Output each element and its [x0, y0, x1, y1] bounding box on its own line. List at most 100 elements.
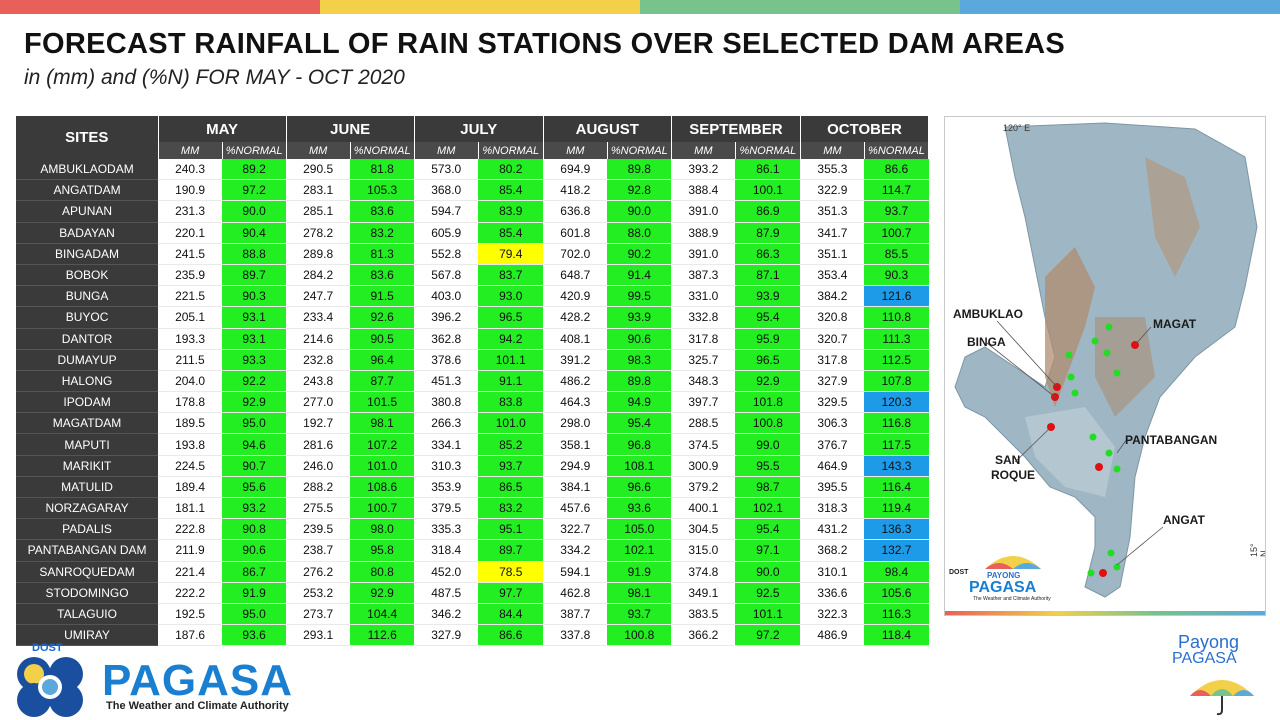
- mm-value-cell: 290.5: [286, 159, 351, 181]
- table-row: ANGATDAM 190.9 97.2 283.1 105.3 368.0 85.4 418.…: [16, 179, 929, 202]
- site-name-cell: BADAYAN: [16, 222, 159, 244]
- pct-normal-cell: 112.5: [864, 349, 929, 371]
- mm-value-cell: 193.3: [158, 328, 223, 350]
- table-body: AMBUKLAODAM 240.3 89.2 290.5 81.8 573.0 80.2 69…: [16, 159, 929, 647]
- mm-value-cell: 387.3: [671, 264, 736, 287]
- mm-value-cell: 310.3: [414, 455, 479, 477]
- pct-normal-cell: 93.7: [864, 200, 929, 223]
- pct-normal-cell: 96.5: [478, 306, 544, 329]
- pct-normal-cell: 100.1: [735, 179, 801, 202]
- pct-normal-cell: 101.8: [735, 391, 801, 414]
- pct-normal-cell: 83.9: [478, 200, 544, 223]
- mm-value-cell: 317.8: [671, 328, 736, 350]
- mm-value-cell: 233.4: [286, 306, 351, 329]
- table-row: NORZAGARAY 181.1 93.2 275.5 100.7 379.5 83.2 45…: [16, 497, 929, 520]
- pct-normal-cell: 90.0: [607, 200, 672, 223]
- mm-value-cell: 235.9: [158, 264, 223, 287]
- mm-value-cell: 486.9: [800, 624, 865, 647]
- mm-value-cell: 239.5: [286, 518, 351, 541]
- pct-normal-cell: 95.6: [222, 476, 287, 499]
- inset-tagline: The Weather and Climate Authority: [973, 596, 1051, 602]
- mm-value-cell: 391.2: [543, 349, 608, 371]
- site-name-cell: AMBUKLAODAM: [16, 159, 159, 181]
- mm-value-cell: 178.8: [158, 391, 223, 414]
- mm-value-cell: 320.7: [800, 328, 865, 350]
- pct-normal-cell: 100.7: [350, 497, 415, 520]
- mm-value-cell: 396.2: [414, 306, 479, 329]
- table-row: MATULID 189.4 95.6 288.2 108.6 353.9 86.5 384.1…: [16, 476, 929, 499]
- site-name-cell: SANROQUEDAM: [16, 561, 159, 583]
- table-row: AMBUKLAODAM 240.3 89.2 290.5 81.8 573.0 80.2 69…: [16, 159, 929, 181]
- site-name-cell: MATULID: [16, 476, 159, 499]
- mm-value-cell: 391.0: [671, 243, 736, 265]
- month-header: JUNE: [286, 116, 415, 142]
- site-name-cell: TALAGUIO: [16, 603, 159, 626]
- top-bar-blue: [960, 0, 1280, 14]
- mm-value-cell: 317.8: [800, 349, 865, 371]
- site-name-cell: MAGATDAM: [16, 412, 159, 435]
- pct-normal-cell: 93.3: [222, 349, 287, 371]
- mm-subheader: MM: [414, 142, 479, 159]
- mm-value-cell: 383.5: [671, 603, 736, 626]
- pagasa-emblem-icon: [17, 657, 83, 717]
- latitude-label: 15° N: [1249, 543, 1265, 557]
- pct-normal-cell: 98.0: [350, 518, 415, 541]
- mm-value-cell: 358.1: [543, 433, 608, 456]
- pct-normal-cell: 105.3: [350, 179, 415, 202]
- dost-pagasa-logo: DOST PAGASA The Weather and Climate Auth…: [14, 642, 314, 717]
- mm-value-cell: 187.6: [158, 624, 223, 647]
- mm-value-cell: 288.5: [671, 412, 736, 435]
- pct-normal-cell: 91.1: [478, 370, 544, 393]
- mm-value-cell: 334.1: [414, 433, 479, 456]
- payong-pagasa-logo: Payong PAGASA: [1168, 632, 1276, 716]
- pct-normal-cell: 112.6: [350, 624, 415, 647]
- mm-subheader: MM: [671, 142, 736, 159]
- mm-value-cell: 329.5: [800, 391, 865, 414]
- pct-normal-cell: 107.2: [350, 433, 415, 456]
- pct-normal-cell: 83.2: [350, 222, 415, 244]
- pct-normal-cell: 110.8: [864, 306, 929, 329]
- mm-value-cell: 315.0: [671, 539, 736, 562]
- top-bar-red: [0, 0, 320, 14]
- pct-normal-cell: 96.6: [607, 476, 672, 499]
- mm-value-cell: 374.5: [671, 433, 736, 456]
- mm-value-cell: 420.9: [543, 285, 608, 308]
- pct-normal-cell: 95.9: [735, 328, 801, 350]
- mm-value-cell: 222.2: [158, 582, 223, 604]
- pct-normal-cell: 94.6: [222, 433, 287, 456]
- mm-value-cell: 275.5: [286, 497, 351, 520]
- mm-value-cell: 232.8: [286, 349, 351, 371]
- pct-normal-cell: 92.9: [222, 391, 287, 414]
- pct-normal-cell: 92.9: [735, 370, 801, 393]
- pct-normal-cell: 86.5: [478, 476, 544, 499]
- table-row: BADAYAN 220.1 90.4 278.2 83.2 605.9 85.4 601.8 8…: [16, 222, 929, 244]
- mm-value-cell: 331.0: [671, 285, 736, 308]
- site-name-cell: PADALIS: [16, 518, 159, 541]
- mm-value-cell: 368.2: [800, 539, 865, 562]
- pct-normal-cell: 89.2: [222, 159, 287, 181]
- top-color-bar: [0, 0, 1280, 14]
- mm-value-cell: 462.8: [543, 582, 608, 604]
- mm-value-cell: 278.2: [286, 222, 351, 244]
- map-label-magat: MAGAT: [1153, 317, 1197, 331]
- pct-normal-cell: 93.9: [735, 285, 801, 308]
- station-dots: [1047, 323, 1139, 577]
- mountain-ridge: [1045, 247, 1095, 407]
- mm-value-cell: 310.1: [800, 561, 865, 583]
- table-row: BUNGA 221.5 90.3 247.7 91.5 403.0 93.0 420.9 99.…: [16, 285, 929, 308]
- mm-value-cell: 388.4: [671, 179, 736, 202]
- mm-value-cell: 283.1: [286, 179, 351, 202]
- pct-subheader: %NORMAL: [735, 142, 801, 159]
- pct-normal-cell: 91.4: [607, 264, 672, 287]
- mm-value-cell: 387.7: [543, 603, 608, 626]
- pct-normal-cell: 89.7: [478, 539, 544, 562]
- table-row: TALAGUIO 192.5 95.0 273.7 104.4 346.2 84.4 387.…: [16, 603, 929, 626]
- pct-normal-cell: 100.7: [864, 222, 929, 244]
- pct-normal-cell: 90.6: [607, 328, 672, 350]
- pct-normal-cell: 93.2: [222, 497, 287, 520]
- mm-value-cell: 378.6: [414, 349, 479, 371]
- payong-text: Payong: [1178, 632, 1240, 652]
- table-row: APUNAN 231.3 90.0 285.1 83.6 594.7 83.9 636.8 90…: [16, 200, 929, 223]
- pct-normal-cell: 120.3: [864, 391, 929, 414]
- site-name-cell: BUNGA: [16, 285, 159, 308]
